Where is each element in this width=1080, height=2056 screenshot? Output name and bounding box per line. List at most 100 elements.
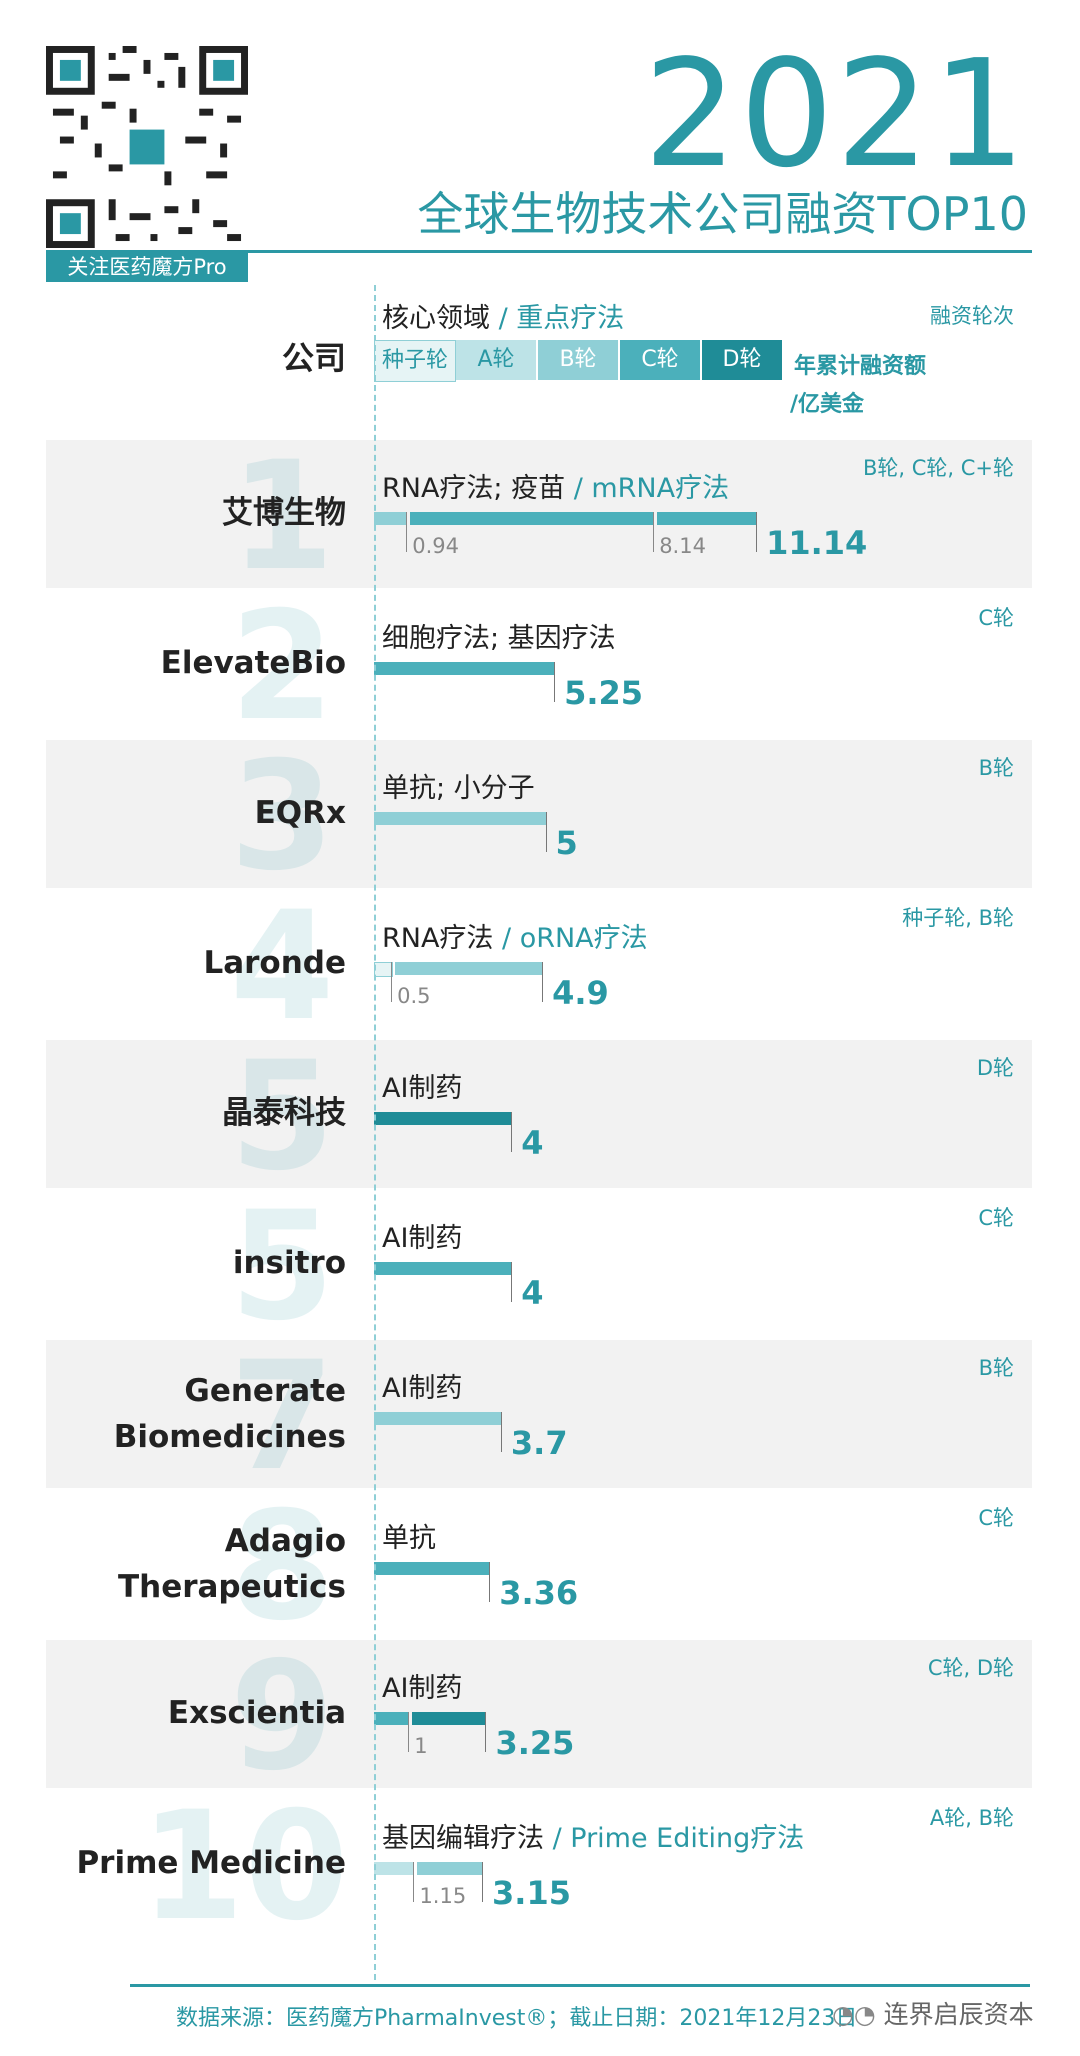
total-amount: 5.25 bbox=[564, 674, 644, 712]
key-therapy: oRNA疗法 bbox=[519, 923, 648, 954]
qr-caption: 关注医药魔方Pro bbox=[46, 252, 248, 282]
total-tick bbox=[756, 512, 758, 552]
legend-field-sep: / bbox=[490, 303, 517, 334]
total-amount: 3.7 bbox=[510, 1424, 568, 1462]
cumulative-label: 0.5 bbox=[397, 984, 431, 1008]
funding-rounds: C轮 bbox=[978, 1206, 1014, 1230]
legend-box-D: D轮 bbox=[702, 340, 782, 380]
key-therapy: Prime Editing疗法 bbox=[570, 1823, 805, 1854]
legend-total-line2: /亿美金 bbox=[790, 392, 865, 417]
core-field-text: AI制药 bbox=[382, 1223, 463, 1254]
year-title: 2021 bbox=[643, 28, 1028, 200]
total-tick bbox=[489, 1562, 491, 1602]
cumulative-label: 1 bbox=[414, 1734, 428, 1758]
field-separator: / bbox=[493, 923, 520, 954]
segment-tick bbox=[653, 512, 655, 552]
legend-total-line1: 年累计融资额 bbox=[794, 354, 927, 379]
total-amount: 3.25 bbox=[495, 1724, 575, 1762]
core-field-text: RNA疗法; 疫苗 bbox=[382, 473, 566, 504]
core-field: AI制药 bbox=[382, 1216, 462, 1255]
total-tick bbox=[545, 812, 547, 852]
funding-rounds: D轮 bbox=[976, 1056, 1014, 1080]
bar-segment-Cplus bbox=[657, 512, 757, 525]
bar-segment-B bbox=[374, 812, 546, 825]
funding-rounds: 种子轮, B轮 bbox=[902, 906, 1014, 930]
company-name: Laronde bbox=[203, 945, 346, 981]
legend-box-A: A轮 bbox=[456, 340, 536, 380]
title-divider bbox=[46, 250, 1032, 253]
core-field-text: 单抗; 小分子 bbox=[382, 773, 535, 804]
row-background bbox=[46, 1040, 1032, 1188]
total-amount: 3.15 bbox=[492, 1874, 571, 1912]
bar-segment-A bbox=[374, 1862, 414, 1875]
cumulative-label: 8.14 bbox=[659, 534, 706, 558]
funding-rounds: C轮 bbox=[978, 606, 1014, 630]
core-field: 基因编辑疗法 / Prime Editing疗法 bbox=[382, 1816, 804, 1855]
key-therapy: mRNA疗法 bbox=[591, 473, 730, 504]
bar-segment-B bbox=[395, 962, 543, 975]
axis-baseline bbox=[374, 285, 376, 1980]
core-field: 细胞疗法; 基因疗法 bbox=[382, 616, 616, 655]
bar-segment-B bbox=[374, 512, 407, 525]
core-field-text: 基因编辑疗法 bbox=[382, 1823, 544, 1854]
legend-box-seed: 种子轮 bbox=[374, 340, 456, 382]
company-name: Exscientia bbox=[167, 1695, 346, 1731]
total-tick bbox=[485, 1712, 487, 1752]
segment-tick bbox=[391, 962, 393, 1002]
company-name: EQRx bbox=[254, 795, 346, 831]
bar-segment-B bbox=[374, 1412, 501, 1425]
core-field-text: 细胞疗法; 基因疗法 bbox=[382, 623, 616, 654]
core-field: AI制药 bbox=[382, 1666, 462, 1705]
legend-box-B: B轮 bbox=[538, 340, 618, 380]
funding-rounds: B轮 bbox=[978, 1356, 1014, 1380]
core-field: RNA疗法 / oRNA疗法 bbox=[382, 916, 648, 955]
total-amount: 5 bbox=[555, 824, 578, 862]
total-tick bbox=[500, 1412, 502, 1452]
legend-rounds-header: 融资轮次 bbox=[930, 304, 1014, 328]
company-name: Prime Medicine bbox=[76, 1845, 346, 1881]
wechat-icon: ◔◔ bbox=[832, 2000, 884, 2029]
company-name: Generate Biomedicines bbox=[113, 1373, 346, 1455]
funding-rounds: C轮, D轮 bbox=[927, 1656, 1014, 1680]
cumulative-label: 1.15 bbox=[419, 1884, 467, 1908]
watermark: ◔◔ 连界启辰资本 bbox=[832, 1995, 1034, 2031]
company-name: ElevateBio bbox=[160, 645, 346, 681]
core-field: AI制药 bbox=[382, 1366, 462, 1405]
segment-tick bbox=[406, 512, 408, 552]
bar-segment-D bbox=[374, 1112, 512, 1125]
bar-segment-C bbox=[374, 1712, 409, 1725]
company-name: 晶泰科技 bbox=[222, 1095, 346, 1131]
bar-segment-C bbox=[374, 1262, 512, 1275]
field-separator: / bbox=[544, 1823, 571, 1854]
bar-segment-C bbox=[374, 1562, 490, 1575]
core-field: AI制药 bbox=[382, 1066, 462, 1105]
core-field-text: AI制药 bbox=[382, 1373, 463, 1404]
core-field-text: AI制药 bbox=[382, 1673, 463, 1704]
total-amount: 4 bbox=[521, 1124, 544, 1162]
core-field-text: 单抗 bbox=[382, 1523, 436, 1554]
core-field-text: AI制药 bbox=[382, 1073, 463, 1104]
funding-rounds: C轮 bbox=[978, 1506, 1014, 1530]
watermark-text: 连界启辰资本 bbox=[883, 2000, 1034, 2029]
legend-company-header: 公司 bbox=[281, 339, 346, 377]
funding-rounds: B轮, C轮, C+轮 bbox=[862, 456, 1014, 480]
total-amount: 11.14 bbox=[766, 524, 868, 562]
cumulative-label: 0.94 bbox=[412, 534, 459, 558]
row-background bbox=[46, 1340, 1032, 1488]
chart-title: 全球生物技术公司融资TOP10 bbox=[417, 187, 1028, 241]
qr-code-icon bbox=[46, 46, 248, 248]
data-source: 数据来源：医药魔方PharmaInvest®；截止日期：2021年12月23日 bbox=[176, 2006, 858, 2031]
total-tick bbox=[511, 1262, 513, 1302]
bar-segment-C bbox=[410, 512, 654, 525]
total-tick bbox=[542, 962, 544, 1002]
core-field-text: RNA疗法 bbox=[382, 923, 494, 954]
bar-segment-B bbox=[417, 1862, 483, 1875]
total-tick bbox=[511, 1112, 513, 1152]
segment-tick bbox=[413, 1862, 415, 1902]
total-amount: 4.9 bbox=[552, 974, 609, 1012]
total-amount: 4 bbox=[521, 1274, 544, 1312]
company-name: insitro bbox=[232, 1245, 346, 1281]
core-field: 单抗 bbox=[382, 1516, 436, 1555]
legend-field: 核心领域 / 重点疗法 bbox=[382, 296, 624, 335]
company-name: Adagio Therapeutics bbox=[117, 1523, 346, 1605]
